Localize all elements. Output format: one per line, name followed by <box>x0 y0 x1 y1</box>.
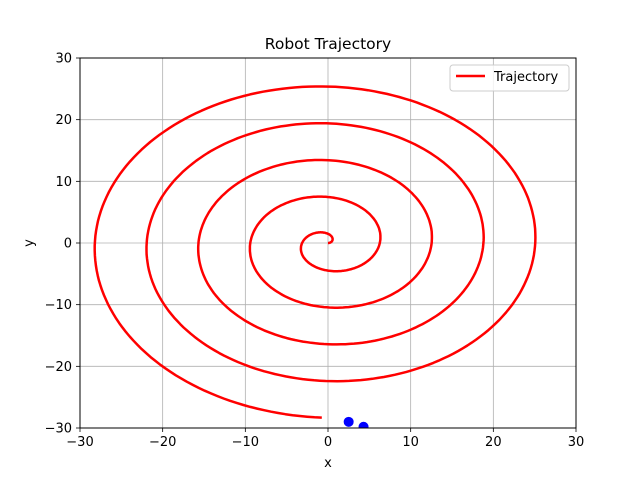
position-marker <box>343 416 354 427</box>
position-marker <box>358 421 369 428</box>
ticks: −30 −20 −10 0 10 20 30 −30 −20 −10 0 10 20 30 <box>45 52 585 451</box>
x-axis-label: x <box>324 456 332 471</box>
x-tick-label: 10 <box>402 435 419 450</box>
legend-box <box>449 64 570 92</box>
y-tick-label: 10 <box>55 175 72 190</box>
y-tick-label: 20 <box>55 113 72 128</box>
x-tick-label: 20 <box>485 435 502 450</box>
trajectory-line <box>93 85 537 419</box>
y-tick-label: −30 <box>45 422 72 437</box>
x-tick-label: −10 <box>232 435 259 450</box>
chart-title: Robot Trajectory <box>265 35 391 53</box>
x-tick-label: 30 <box>568 435 585 450</box>
x-tick-label: −20 <box>149 435 176 450</box>
y-tick-label: 0 <box>64 237 72 252</box>
y-tick-label: −10 <box>45 298 72 313</box>
legend-label-trajectory: Trajectory <box>493 70 558 85</box>
y-tick-label: 30 <box>55 52 72 67</box>
x-tick-label: −30 <box>66 435 93 450</box>
legend: Trajectory <box>449 64 570 92</box>
x-tick-label: 0 <box>324 435 332 450</box>
series-layer <box>93 85 537 428</box>
y-tick-label: −20 <box>45 360 72 375</box>
y-axis-label: y <box>22 239 37 247</box>
